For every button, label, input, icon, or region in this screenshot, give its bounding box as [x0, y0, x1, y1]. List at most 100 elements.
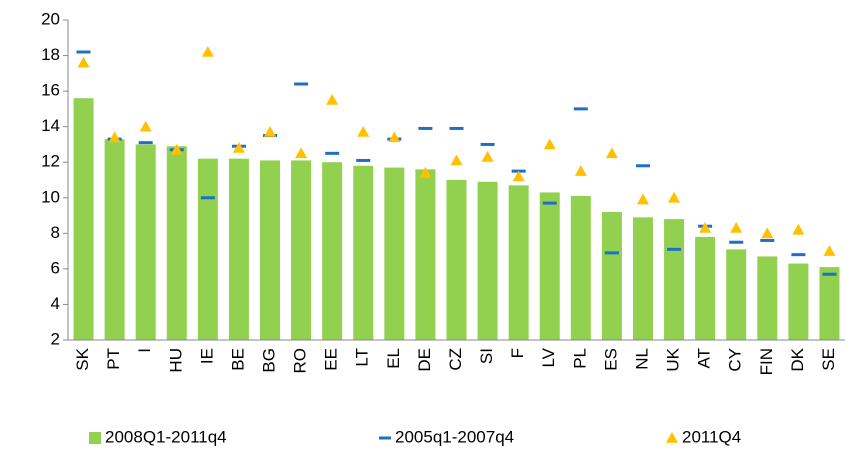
triangle-marker — [761, 227, 774, 239]
dash-marker — [635, 164, 650, 168]
y-tick-label: 4 — [51, 294, 60, 313]
bar — [446, 180, 467, 340]
dash-marker — [822, 272, 837, 276]
dash-marker — [294, 82, 309, 86]
triangle-marker — [636, 193, 649, 205]
triangle-marker — [792, 223, 805, 235]
y-tick-label: 8 — [51, 223, 60, 242]
dash-marker — [480, 142, 495, 146]
legend-label: 2008Q1-2011q4 — [105, 427, 227, 446]
bar — [601, 212, 622, 340]
triangle-marker — [139, 120, 152, 132]
x-tick-label: AT — [695, 348, 714, 368]
triangle-marker — [388, 131, 401, 143]
x-tick-label: DK — [788, 347, 807, 371]
bar — [664, 219, 685, 340]
dash-marker — [667, 247, 682, 251]
x-tick-label: NL — [632, 348, 651, 370]
legend-swatch — [666, 432, 678, 443]
triangle-marker — [481, 150, 494, 162]
bar — [539, 192, 560, 340]
triangle-marker — [170, 143, 183, 155]
triangle-marker — [108, 131, 121, 143]
bar — [322, 162, 343, 340]
x-tick-label: SI — [477, 348, 496, 364]
triangle-marker — [668, 191, 681, 203]
y-tick-label: 14 — [41, 116, 60, 135]
x-tick-label: CZ — [446, 348, 465, 371]
bar — [104, 139, 125, 340]
x-tick-label: SK — [73, 347, 92, 370]
x-tick-label: BG — [260, 348, 279, 373]
x-tick-label: RO — [291, 348, 310, 374]
triangle-marker — [77, 56, 90, 68]
x-tick-label: BE — [228, 348, 247, 371]
x-tick-label: LT — [353, 348, 372, 367]
legend-label: 2005q1-2007q4 — [395, 427, 514, 446]
triangle-marker — [295, 147, 308, 159]
y-tick-label: 20 — [41, 9, 60, 28]
x-tick-label: PT — [104, 348, 123, 370]
dash-marker — [729, 240, 744, 244]
bar — [135, 144, 156, 340]
triangle-marker — [232, 142, 245, 153]
y-tick-label: 16 — [41, 81, 60, 100]
x-tick-label: DE — [415, 348, 434, 372]
dash-marker — [542, 201, 557, 205]
dash-marker — [760, 238, 775, 242]
x-tick-label: CY — [726, 348, 745, 372]
dash-marker — [573, 107, 588, 111]
triangle-marker — [543, 138, 556, 150]
dash-marker — [449, 126, 464, 130]
y-tick-label: 2 — [51, 329, 60, 348]
legend-swatch — [379, 436, 391, 440]
bar — [819, 267, 840, 340]
x-tick-label: IE — [197, 348, 216, 364]
x-tick-label: F — [508, 348, 527, 358]
dash-marker — [138, 141, 153, 145]
triangle-marker — [574, 165, 587, 176]
triangle-marker — [605, 147, 618, 159]
x-tick-label: SE — [819, 348, 838, 371]
triangle-marker — [264, 126, 277, 137]
bar — [632, 217, 653, 340]
bar — [788, 263, 809, 340]
dash-marker — [76, 50, 91, 54]
bar — [353, 165, 374, 340]
y-tick-label: 12 — [41, 152, 60, 171]
triangle-marker — [450, 154, 463, 166]
x-tick-label: I — [135, 348, 154, 353]
bar — [260, 160, 281, 340]
bar — [695, 236, 716, 340]
dash-marker — [200, 196, 215, 200]
dash-marker — [356, 158, 371, 162]
bar — [197, 158, 218, 340]
bar — [477, 181, 498, 340]
x-tick-label: UK — [664, 347, 683, 371]
x-tick-label: PL — [570, 348, 589, 369]
bar — [570, 196, 591, 340]
triangle-marker — [512, 170, 525, 182]
triangle-marker — [357, 126, 370, 137]
bar — [726, 249, 747, 340]
bar — [384, 167, 405, 340]
bar — [228, 158, 249, 340]
bar — [73, 98, 94, 340]
bar — [508, 185, 529, 340]
x-tick-label: FIN — [757, 348, 776, 375]
triangle-marker — [201, 46, 214, 57]
triangle-marker — [699, 222, 712, 233]
bar — [757, 256, 778, 340]
bar — [166, 146, 187, 340]
y-tick-label: 10 — [41, 187, 60, 206]
triangle-marker — [326, 94, 339, 105]
legend-label: 2011Q4 — [682, 427, 741, 446]
triangle-marker — [730, 222, 743, 233]
x-tick-label: LV — [539, 347, 558, 367]
dash-marker — [325, 151, 340, 155]
y-tick-label: 18 — [41, 45, 60, 64]
x-tick-label: HU — [166, 348, 185, 373]
x-tick-label: EE — [322, 348, 341, 371]
triangle-marker — [419, 166, 432, 178]
dash-marker — [791, 253, 806, 257]
